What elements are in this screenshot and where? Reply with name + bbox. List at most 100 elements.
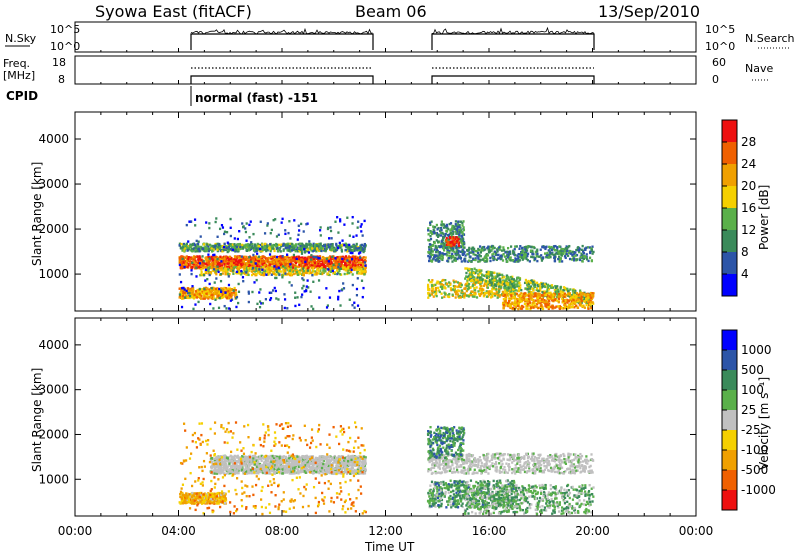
- scatter-cell: [233, 249, 236, 252]
- station-title: Syowa East (fitACF): [95, 2, 252, 21]
- scatter-cell: [227, 245, 231, 248]
- scatter-cell: [434, 288, 438, 292]
- scatter-cell: [536, 250, 539, 253]
- scatter-cell: [479, 289, 482, 292]
- scatter-cell: [326, 272, 329, 275]
- scatter-cell: [553, 254, 556, 257]
- scatter-cell: [270, 244, 273, 248]
- scatter-cell: [201, 259, 204, 262]
- scatter-cell: [185, 246, 188, 249]
- scatter-cell: [302, 261, 305, 265]
- scatter-cell: [292, 259, 295, 262]
- scatter-cell: [191, 250, 194, 253]
- scatter-cell: [284, 256, 287, 260]
- scatter-cell: [209, 259, 212, 262]
- scatter-cell: [547, 296, 551, 300]
- scatter-cell: [470, 290, 473, 293]
- scatter-cell: [307, 251, 311, 254]
- scatter-cell: [586, 306, 590, 309]
- scatter-cell: [497, 290, 501, 294]
- scatter-cell: [357, 220, 360, 223]
- scatter-cell: [234, 244, 237, 248]
- scatter-cell: [255, 245, 258, 248]
- scatter-cell: [286, 249, 289, 252]
- scatter-cell: [197, 261, 200, 264]
- scatter-cell: [227, 258, 230, 261]
- scatter-cell: [334, 257, 337, 260]
- scatter-cell: [281, 258, 285, 261]
- scatter-cell: [323, 245, 327, 248]
- scatter-cell: [309, 271, 313, 274]
- scatter-cell: [535, 255, 539, 258]
- scatter-cell: [363, 247, 366, 250]
- scatter-cell: [236, 264, 239, 268]
- scatter-cell: [303, 271, 307, 274]
- scatter-cell: [550, 293, 553, 297]
- scatter-cell: [257, 255, 260, 258]
- scatter-cell: [244, 258, 247, 261]
- scatter-cell: [222, 246, 226, 249]
- scatter-cell: [296, 273, 299, 276]
- scatter-cell: [343, 243, 346, 247]
- scatter-cell: [448, 254, 451, 258]
- scatter-cell: [307, 249, 310, 253]
- scatter-cell: [308, 272, 311, 275]
- scatter-cell: [526, 287, 530, 291]
- scatter-cell: [203, 297, 206, 300]
- scatter-cell: [303, 247, 306, 251]
- scatter-cell: [518, 247, 521, 250]
- scatter-cell: [545, 299, 548, 303]
- scatter-cell: [187, 294, 190, 298]
- scatter-cell: [294, 304, 297, 308]
- scatter-cell: [524, 249, 527, 253]
- scatter-cell: [463, 292, 467, 295]
- scatter-cell: [585, 246, 588, 249]
- scatter-cell: [238, 247, 241, 251]
- scatter-cell: [229, 244, 233, 248]
- scatter-cell: [331, 255, 334, 259]
- cpid-label: CPID: [6, 89, 38, 103]
- scatter-cell: [442, 278, 445, 282]
- scatter-cell: [279, 250, 282, 253]
- scatter-cell: [319, 242, 322, 245]
- scatter-cell: [428, 255, 432, 258]
- scatter-cell: [509, 297, 512, 300]
- scatter-cell: [468, 259, 471, 262]
- scatter-cell: [352, 264, 356, 267]
- scatter-cell: [339, 246, 342, 249]
- scatter-cell: [548, 300, 551, 303]
- scatter-cell: [433, 248, 436, 251]
- scatter-cell: [304, 262, 307, 266]
- scatter-cell: [543, 283, 547, 286]
- scatter-cell: [356, 277, 359, 280]
- scatter-cell: [353, 249, 356, 252]
- scatter-cell: [559, 288, 562, 291]
- scatter-cell: [326, 264, 329, 267]
- scatter-cell: [353, 306, 356, 309]
- scatter-cell: [331, 267, 334, 270]
- scatter-cell: [349, 264, 352, 268]
- scatter-cell: [293, 260, 296, 264]
- scatter-cell: [486, 286, 489, 289]
- scatter-cell: [323, 249, 326, 252]
- scatter-cell: [490, 296, 493, 299]
- scatter-cell: [336, 258, 339, 261]
- scatter-cell: [227, 272, 230, 276]
- scatter-cell: [217, 258, 221, 261]
- scatter-cell: [506, 260, 509, 263]
- scatter-cell: [583, 306, 586, 309]
- scatter-cell: [290, 284, 293, 287]
- scatter-cell: [196, 255, 199, 258]
- scatter-cell: [271, 260, 274, 263]
- freq-tick-top: 18: [52, 56, 66, 69]
- scatter-cell: [483, 259, 486, 263]
- scatter-cell: [245, 266, 249, 270]
- scatter-cell: [528, 281, 531, 284]
- scatter-cell: [255, 278, 258, 282]
- scatter-cell: [258, 266, 261, 270]
- scatter-cell: [186, 265, 189, 269]
- scatter-cell: [464, 277, 467, 280]
- scatter-cell: [272, 260, 275, 264]
- scatter-cell: [291, 263, 295, 267]
- scatter-cell: [254, 270, 257, 273]
